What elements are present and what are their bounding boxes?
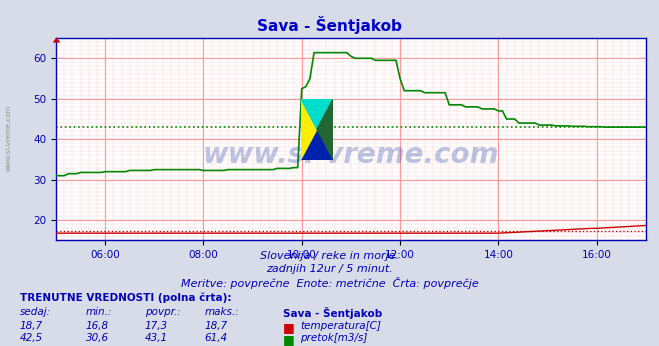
Text: ■: ■ (283, 333, 295, 346)
Text: Sava - Šentjakob: Sava - Šentjakob (257, 16, 402, 34)
Text: maks.:: maks.: (204, 307, 239, 317)
Text: Meritve: povprečne  Enote: metrične  Črta: povprečje: Meritve: povprečne Enote: metrične Črta:… (181, 277, 478, 289)
Bar (301, 99, 333, 129)
Text: sedaj:: sedaj: (20, 307, 51, 317)
Text: Slovenija / reke in morje.: Slovenija / reke in morje. (260, 251, 399, 261)
Text: 16,8: 16,8 (86, 321, 109, 331)
Text: ■: ■ (283, 321, 295, 334)
Text: 18,7: 18,7 (204, 321, 227, 331)
Text: temperatura[C]: temperatura[C] (300, 321, 381, 331)
Bar (301, 129, 333, 160)
Text: www.si-vreme.com: www.si-vreme.com (5, 105, 11, 172)
Text: 30,6: 30,6 (86, 333, 109, 343)
Text: www.si-vreme.com: www.si-vreme.com (203, 142, 499, 170)
Text: 42,5: 42,5 (20, 333, 43, 343)
Text: min.:: min.: (86, 307, 112, 317)
Text: TRENUTNE VREDNOSTI (polna črta):: TRENUTNE VREDNOSTI (polna črta): (20, 292, 231, 303)
Text: 61,4: 61,4 (204, 333, 227, 343)
Text: 43,1: 43,1 (145, 333, 168, 343)
Text: pretok[m3/s]: pretok[m3/s] (300, 333, 367, 343)
Text: 17,3: 17,3 (145, 321, 168, 331)
Text: zadnjih 12ur / 5 minut.: zadnjih 12ur / 5 minut. (266, 264, 393, 274)
Polygon shape (317, 99, 333, 160)
Polygon shape (301, 99, 333, 129)
Text: povpr.:: povpr.: (145, 307, 181, 317)
Text: 18,7: 18,7 (20, 321, 43, 331)
Text: Sava - Šentjakob: Sava - Šentjakob (283, 307, 383, 319)
Polygon shape (301, 99, 317, 160)
